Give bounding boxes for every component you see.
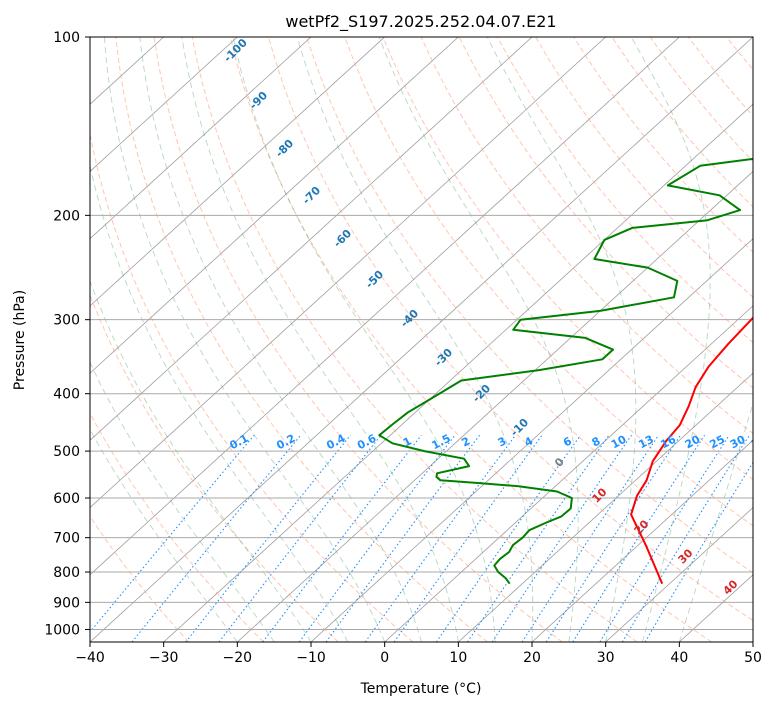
moist-adiabat-line [182,37,458,642]
mixing-ratio-label: 2 [459,434,472,449]
x-tick-label: 10 [449,650,467,666]
y-tick-label: 100 [53,30,80,46]
dry-adiabat-label: -50 [363,268,386,291]
y-tick-label: 300 [53,313,80,329]
dry-adiabat-label: -40 [398,307,421,330]
y-tick-label: 400 [53,387,80,403]
x-axis-label: Temperature (°C) [360,681,482,697]
y-tick-label: 200 [53,208,80,224]
y-axis-label: Pressure (hPa) [12,290,28,390]
moist-adiabat-line [297,37,533,642]
dry-adiabat-line [1,37,263,642]
moist-adiabat-line [233,37,495,642]
dry-adiabat-line [230,37,711,642]
y-tick-label: 500 [53,444,80,460]
mixing-ratio-line [600,435,729,642]
x-tick-label: −30 [149,650,179,666]
mixing-ratio-line [132,435,301,642]
dry-adiabat-line [536,37,775,642]
dewpoint-profile-line [379,37,775,584]
moist-adiabat-line [379,37,578,642]
mixing-ratio-line [263,435,422,642]
dry-adiabat-line [765,37,775,642]
x-tick-label: 30 [597,650,615,666]
isotherm-line [0,37,458,642]
dry-adiabat-line [345,37,775,642]
dry-adiabat-line [269,37,775,642]
x-tick-label: −10 [296,650,326,666]
y-tick-label: 900 [53,595,80,611]
mixing-ratio-label: 0.1 [227,432,250,453]
dry-adiabat-label: -20 [470,382,493,405]
dry-adiabat-label: 10 [590,485,610,505]
y-tick-label: 1000 [44,622,80,638]
mixing-ratio-label: 8 [590,434,603,449]
moist-adiabat-line [47,37,311,642]
y-tick-label: 700 [53,531,80,547]
x-tick-label: 40 [670,650,688,666]
mixing-ratio-line [186,435,351,642]
moist-adiabat-line [22,37,274,642]
x-tick-label: 20 [523,650,541,666]
mixing-ratio-line [645,435,770,642]
x-tick-label: 0 [380,650,389,666]
dry-adiabat-label: -60 [331,227,354,250]
mixing-ratio-label: 13 [636,433,656,452]
mixing-ratio-label: 0.2 [274,432,297,453]
x-tick-label: −40 [75,650,105,666]
dry-adiabat-label: -80 [273,137,296,160]
mixing-ratio-label: 25 [707,433,727,452]
mixing-ratio-label: 10 [609,433,629,452]
chart-title: wetPf2_S197.2025.252.04.07.E21 [285,12,556,32]
dry-adiabat-label: 40 [721,577,741,597]
isotherm-line [0,37,385,642]
y-tick-label: 600 [53,491,80,507]
isotherm-line [16,37,679,642]
x-tick-label: 50 [744,650,762,666]
dry-adiabat-label: -70 [300,184,323,207]
mixing-ratio-label: 0.4 [324,432,348,453]
moist-adiabat-line [0,37,237,642]
isotherm-line [0,37,606,642]
mixing-ratio-line [326,435,480,642]
dry-adiabat-line [0,37,189,642]
y-tick-label: 800 [53,565,80,581]
isotherm-line [0,37,237,642]
moist-adiabat-line [74,37,348,642]
mixing-ratio-label: 20 [683,433,703,452]
x-tick-label: −20 [223,650,253,666]
mixing-ratio-label: 1.5 [429,432,452,453]
mixing-ratio-line [546,435,680,642]
dry-adiabat-line [574,37,775,642]
moist-adiabat-line [104,37,384,642]
mixing-ratio-line [468,435,609,642]
isotherm-line [753,37,775,642]
mixing-ratio-label: 30 [728,433,748,452]
isotherm-line [0,37,532,642]
dry-adiabat-line [650,37,775,642]
mixing-ratio-line [82,435,254,642]
mixing-ratio-label: 36 [749,433,769,452]
isotherm-line [90,37,753,642]
dry-adiabat-line [612,37,775,642]
dry-adiabat-line [78,37,413,642]
